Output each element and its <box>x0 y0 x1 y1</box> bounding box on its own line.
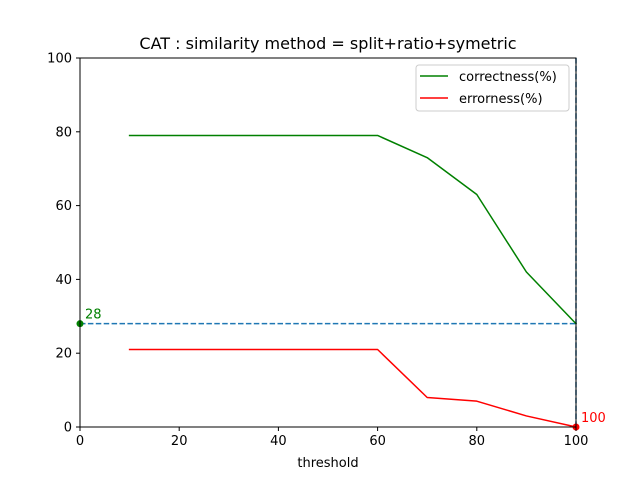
plot-frame <box>79 57 577 428</box>
x-tick-label: 60 <box>369 434 386 449</box>
x-tick-label: 80 <box>469 434 486 449</box>
series-line-1 <box>128 134 578 325</box>
y-tick-label: 80 <box>55 125 72 140</box>
x-tick-label: 40 <box>270 434 287 449</box>
y-tick-label: 60 <box>55 199 72 214</box>
x-tick-label: 100 <box>564 434 589 449</box>
legend-label: correctness(%) <box>459 70 557 85</box>
y-tick-label: 40 <box>55 273 72 288</box>
series-line-2 <box>128 348 577 428</box>
x-tick-label: 20 <box>171 434 188 449</box>
annotation-label: 28 <box>85 308 102 323</box>
x-tick-label: 0 <box>76 434 84 449</box>
y-tick-label: 0 <box>64 421 72 436</box>
annotation-markers: 28 100 <box>76 308 606 431</box>
legend: correctness(%) errorness(%) <box>415 64 570 112</box>
legend-label: errorness(%) <box>459 92 543 107</box>
chart-title: CAT : similarity method = split+ratio+sy… <box>139 34 516 53</box>
y-tick-label: 20 <box>55 347 72 362</box>
x-axis-label: threshold <box>297 456 358 471</box>
legend-box <box>415 64 570 112</box>
axes: 0 20 40 60 80 100 0 20 40 60 80 100 <box>47 52 588 450</box>
y-tick-label: 100 <box>47 52 72 67</box>
annotation-label: 100 <box>581 411 606 426</box>
